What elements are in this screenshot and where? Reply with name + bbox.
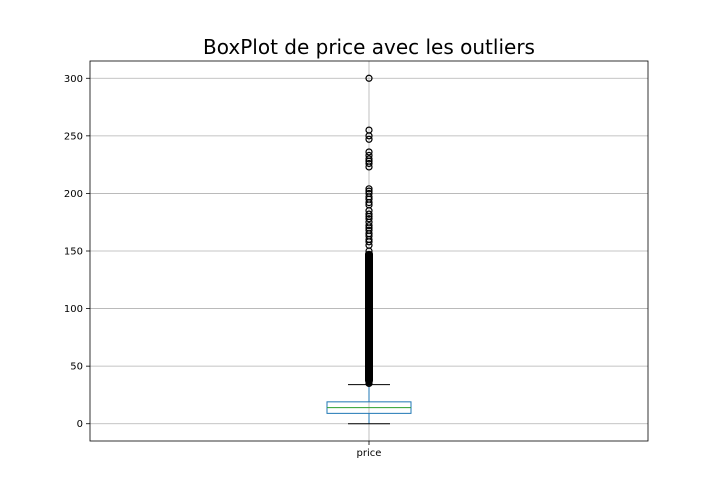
- outlier-point: [365, 210, 373, 218]
- plot-marks: [326, 74, 412, 425]
- outlier-point: [365, 155, 373, 163]
- outlier-point: [365, 135, 373, 143]
- plot-frame: [89, 60, 649, 442]
- outlier-point: [365, 337, 373, 345]
- outlier-point: [365, 355, 373, 363]
- outlier-point: [365, 359, 373, 367]
- y-tick-label: 50: [70, 362, 83, 373]
- y-tick-label: 0: [77, 419, 83, 430]
- outlier-point: [365, 226, 373, 234]
- y-tick-label: 300: [64, 74, 83, 85]
- chart-title: BoxPlot de price avec les outliers: [203, 35, 535, 59]
- y-tick-label: 150: [64, 247, 83, 258]
- y-axis: 0 50 100 150 200 250 300: [64, 74, 90, 430]
- outlier-point: [365, 351, 373, 359]
- x-axis: price: [357, 441, 382, 459]
- outlier-point: [365, 185, 373, 193]
- outlier-point: [365, 369, 373, 377]
- outlier-point: [365, 151, 373, 160]
- outlier-point: [365, 126, 373, 134]
- outlier-point: [365, 371, 373, 379]
- outlier-point: [365, 148, 373, 156]
- outlier-point: [365, 187, 373, 195]
- outlier-point: [365, 374, 373, 382]
- outlier-point: [365, 189, 373, 198]
- y-tick-label: 250: [64, 131, 83, 142]
- outlier-point: [365, 222, 373, 230]
- outlier-point: [365, 215, 373, 223]
- outlier-point: [365, 159, 373, 168]
- outlier-point: [365, 362, 373, 370]
- outlier-point: [365, 346, 373, 354]
- outlier-point: [365, 332, 373, 340]
- y-tick-label: 200: [64, 189, 83, 200]
- y-tick-label: 100: [64, 304, 83, 315]
- outlier-point: [365, 341, 373, 350]
- x-tick-label: price: [357, 448, 382, 459]
- outlier-point: [365, 74, 373, 82]
- outlier-point: [365, 367, 373, 375]
